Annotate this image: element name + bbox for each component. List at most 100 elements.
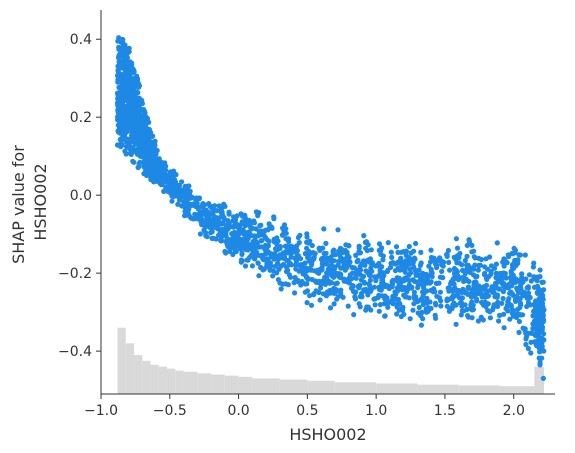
shap-point — [288, 243, 294, 249]
shap-point — [538, 319, 544, 325]
y-tick-label: 0.2 — [70, 110, 92, 126]
shap-point — [327, 290, 333, 296]
shap-point — [151, 157, 157, 163]
shap-point — [219, 221, 225, 227]
shap-point — [447, 267, 453, 273]
shap-point — [512, 279, 518, 285]
shap-point — [450, 302, 456, 308]
shap-point — [321, 250, 327, 257]
shap-point — [382, 313, 388, 319]
shap-point — [116, 116, 122, 122]
shap-point — [257, 223, 263, 229]
shap-point — [389, 254, 395, 260]
shap-point — [258, 244, 265, 250]
shap-point — [517, 304, 523, 311]
shap-point — [135, 115, 141, 121]
shap-point — [311, 292, 317, 298]
shap-point — [128, 114, 134, 120]
shap-point — [389, 284, 395, 290]
shap-point — [316, 289, 322, 296]
shap-point — [203, 233, 209, 239]
shap-point — [511, 245, 517, 251]
shap-point — [444, 303, 450, 309]
shap-point — [304, 239, 310, 245]
shap-point — [221, 214, 227, 220]
shap-point — [401, 311, 407, 317]
shap-point — [469, 249, 475, 255]
shap-point — [524, 333, 530, 339]
shap-point — [334, 280, 340, 286]
shap-point — [356, 245, 362, 251]
shap-point — [272, 263, 278, 269]
shap-point — [465, 262, 471, 268]
shap-point — [421, 290, 427, 297]
shap-point — [234, 213, 240, 219]
shap-point — [534, 278, 540, 284]
shap-point — [335, 294, 341, 300]
shap-point — [522, 252, 528, 258]
shap-point — [482, 299, 488, 305]
shap-point — [523, 341, 529, 348]
shap-point — [385, 240, 391, 246]
shap-point — [437, 274, 443, 280]
shap-point — [207, 216, 213, 222]
shap-point — [293, 266, 299, 272]
shap-point — [533, 310, 539, 316]
shap-point — [139, 154, 145, 160]
shap-point — [125, 124, 131, 130]
shap-point — [218, 207, 224, 213]
shap-point — [380, 270, 386, 276]
shap-point — [425, 276, 431, 283]
shap-point — [436, 280, 442, 286]
shap-point — [286, 272, 292, 278]
shap-point — [446, 308, 452, 314]
shap-point — [528, 350, 534, 356]
shap-point — [348, 285, 355, 291]
shap-point — [444, 253, 450, 259]
shap-point — [469, 307, 475, 313]
shap-point — [398, 283, 404, 289]
shap-point — [253, 226, 259, 232]
shap-point — [258, 238, 264, 244]
shap-point — [238, 257, 245, 263]
shap-point — [403, 252, 409, 258]
shap-point — [292, 274, 298, 281]
shap-point — [360, 273, 367, 279]
shap-point — [169, 198, 175, 204]
shap-point — [439, 268, 445, 274]
shap-point — [162, 160, 168, 166]
shap-point — [320, 245, 326, 251]
shap-point — [459, 262, 465, 268]
shap-point — [251, 218, 257, 224]
shap-point — [342, 247, 348, 254]
shap-point — [505, 308, 511, 314]
shap-point — [497, 312, 503, 318]
shap-point — [503, 275, 509, 281]
shap-point — [472, 255, 478, 261]
shap-point — [254, 249, 260, 256]
histogram-bar — [376, 383, 418, 394]
shap-point — [483, 282, 490, 288]
shap-point — [127, 98, 133, 104]
shap-point — [540, 310, 546, 316]
shap-point — [502, 270, 508, 277]
histogram-bar — [307, 380, 335, 394]
shap-point — [459, 308, 465, 314]
shap-point — [364, 248, 370, 254]
histogram-bar — [334, 382, 377, 394]
shap-point — [141, 159, 147, 165]
histogram-bar — [224, 375, 239, 394]
shap-point — [255, 232, 261, 239]
y-axis-label-line-2: HSHO002 — [31, 163, 50, 240]
shap-point — [531, 318, 538, 324]
shap-point — [319, 278, 325, 284]
shap-point — [501, 263, 507, 269]
shap-point — [159, 180, 165, 186]
shap-point — [140, 148, 146, 154]
shap-point — [494, 271, 500, 277]
shap-point — [437, 289, 443, 295]
shap-point — [201, 227, 207, 233]
shap-point — [208, 230, 214, 236]
shap-point — [346, 243, 352, 249]
shap-point — [296, 240, 302, 246]
